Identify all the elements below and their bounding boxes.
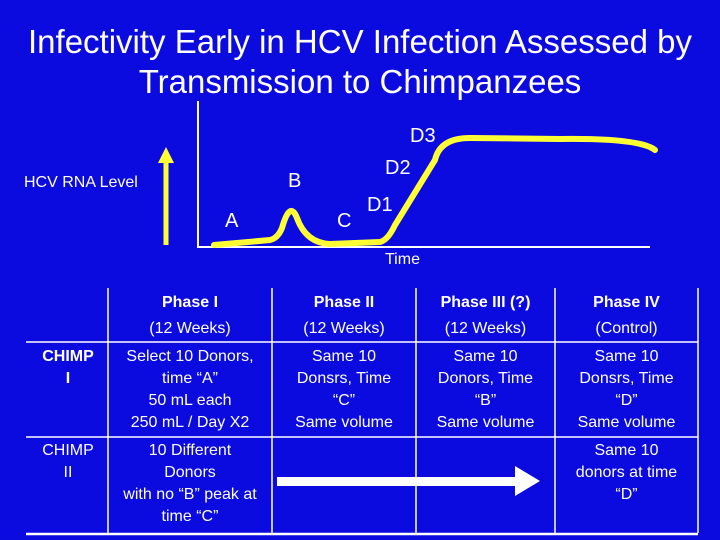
row-label-chimp-1: CHIMP I xyxy=(30,346,106,390)
cell-chimp1-phase3: Same 10 Donors, Time “B” Same volume xyxy=(416,346,555,434)
cell-chimp1-phase2: Same 10 Donsrs, Time “C” Same volume xyxy=(272,346,416,434)
row-label-number: II xyxy=(63,464,73,481)
header-duration: (12 Weeks) xyxy=(149,320,231,337)
cell-line: Same volume xyxy=(436,414,535,431)
table-grid xyxy=(26,288,699,536)
header-title: Phase I xyxy=(161,294,219,311)
header-title: Phase IV xyxy=(593,294,660,311)
point-c: C xyxy=(337,210,352,232)
cell-line: Same 10 xyxy=(594,348,659,365)
x-axis-label: Time xyxy=(385,251,420,268)
cell-line: “C” xyxy=(332,392,356,409)
cell-line: Same volume xyxy=(577,414,676,431)
cell-chimp1-phase4: Same 10 Donsrs, Time “D” Same volume xyxy=(555,346,698,434)
cell-line: time “A” xyxy=(162,370,218,387)
header-duration: (12 Weeks) xyxy=(303,320,385,337)
up-arrow-icon xyxy=(158,147,174,245)
cell-line: Donsrs, Time xyxy=(296,370,392,387)
cell-line: Same 10 xyxy=(594,442,659,459)
cell-line: Donors, Time xyxy=(437,370,534,387)
cell-chimp2-phase4: Same 10 donors at time “D” xyxy=(555,440,698,506)
header-phase-2: Phase II (12 Weeks) xyxy=(272,290,416,342)
cell-line: Donors xyxy=(164,464,216,481)
header-title: Phase III (?) xyxy=(440,294,531,311)
point-d2: D2 xyxy=(385,157,411,179)
row-label-chimp-2: CHIMP II xyxy=(30,440,106,484)
header-duration: (12 Weeks) xyxy=(444,320,527,337)
cell-line: “B” xyxy=(474,392,497,409)
cell-line: Same 10 xyxy=(453,348,518,365)
cell-line: 10 Different xyxy=(148,442,232,459)
slide-title: Infectivity Early in HCV Infection Asses… xyxy=(28,23,692,100)
point-d3: D3 xyxy=(410,125,436,147)
cell-line: Same volume xyxy=(295,414,393,431)
cell-line: 50 mL each xyxy=(148,392,232,409)
header-title: Phase II xyxy=(313,294,375,311)
cell-line: donors at time xyxy=(575,464,678,481)
y-axis-label: HCV RNA Level xyxy=(24,174,138,191)
cell-line: Select 10 Donors, xyxy=(126,348,254,365)
hcv-curve xyxy=(211,134,658,248)
row-label-number: I xyxy=(65,370,71,387)
cell-line: 250 mL / Day X2 xyxy=(130,414,250,431)
point-d1: D1 xyxy=(367,194,393,216)
header-phase-1: Phase I (12 Weeks) xyxy=(108,290,272,342)
point-b: B xyxy=(288,170,302,192)
cell-chimp1-phase1: Select 10 Donors, time “A” 50 mL each 250 m… xyxy=(108,346,272,434)
cell-line: time “C” xyxy=(161,508,219,525)
right-arrow-icon xyxy=(277,466,540,496)
point-a: A xyxy=(225,210,239,232)
cell-line: “D” xyxy=(615,486,638,503)
cell-line: Donsrs, Time xyxy=(579,370,674,387)
header-phase-4: Phase IV (Control) xyxy=(555,290,698,342)
cell-chimp2-phase1: 10 Different Donors with no “B” peak at tim… xyxy=(108,440,272,528)
row-label: CHIMP xyxy=(42,348,94,365)
row-label: CHIMP xyxy=(42,442,94,459)
cell-line: Same 10 xyxy=(311,348,377,365)
chart-axes xyxy=(197,101,650,248)
cell-line: “D” xyxy=(615,392,638,409)
header-phase-3: Phase III (?) (12 Weeks) xyxy=(416,290,555,342)
cell-line: with no “B” peak at xyxy=(123,486,257,503)
header-duration: (Control) xyxy=(595,320,658,337)
